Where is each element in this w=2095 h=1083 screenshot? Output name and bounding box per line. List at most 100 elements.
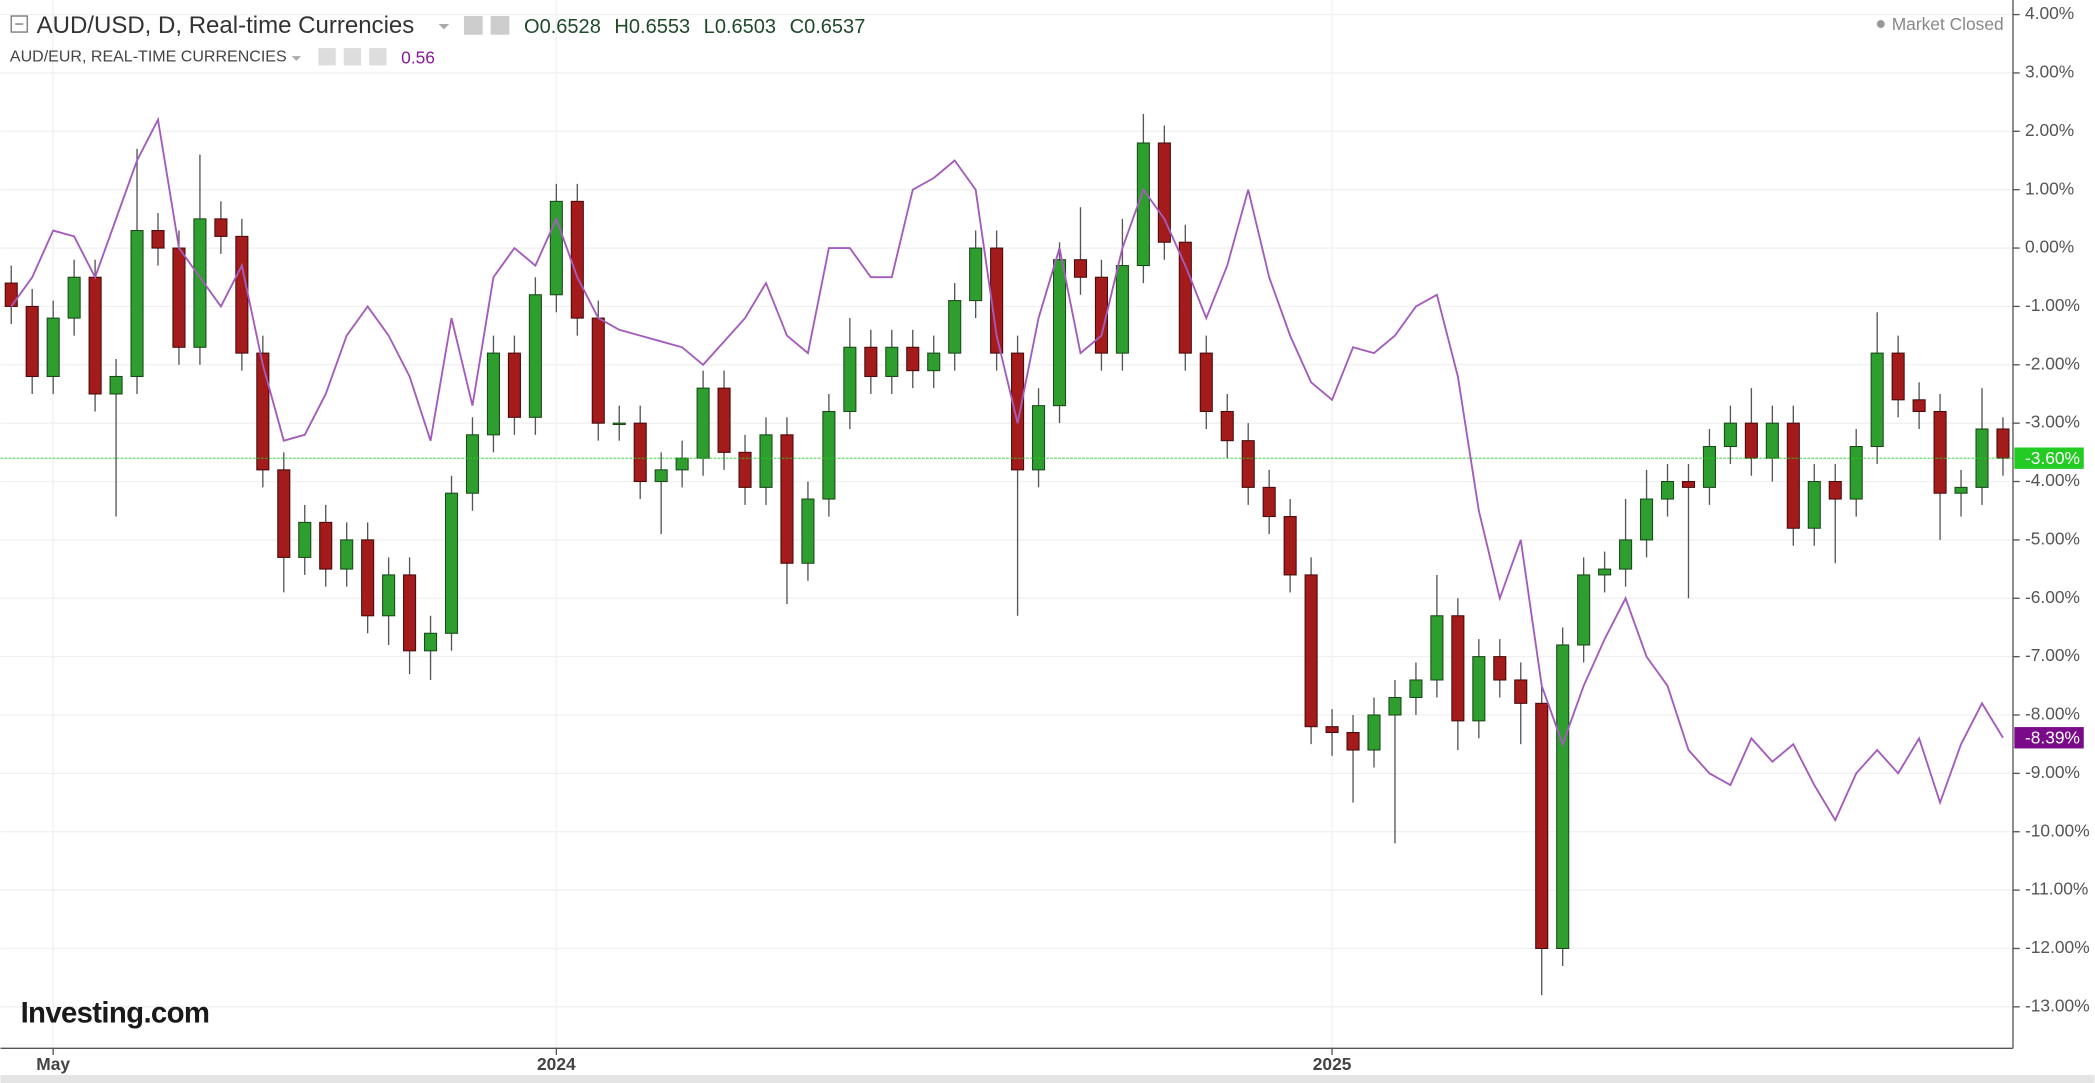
dropdown-arrow[interactable] [291, 56, 302, 61]
y-tick-label: -5.00% [2025, 528, 2080, 548]
candle-body [277, 469, 291, 558]
candle-body [675, 457, 689, 471]
candle-body [1849, 445, 1863, 500]
settings-icon[interactable] [318, 48, 336, 66]
y-tick-label: -8.00% [2025, 704, 2080, 724]
ohlc-key: H [614, 16, 628, 38]
candle-body [1451, 615, 1465, 722]
ohlc-value: 0.6503 [715, 16, 776, 38]
candle-body [1891, 352, 1905, 401]
candle-body [361, 539, 375, 617]
settings-icon[interactable] [490, 16, 510, 35]
candle-body [1954, 486, 1968, 494]
candle-body [1514, 679, 1528, 704]
candle-body [822, 410, 836, 500]
dropdown-arrow[interactable] [438, 24, 450, 30]
y-tick-label: 3.00% [2025, 62, 2074, 82]
y-tick-label: -7.00% [2025, 645, 2080, 665]
status-dot [1876, 20, 1885, 29]
ohlc-key: O [524, 16, 540, 38]
candle-body [1388, 696, 1402, 716]
candle-body [1828, 480, 1842, 500]
settings-icon[interactable] [463, 16, 483, 35]
candle-body [235, 235, 249, 354]
settings-icon[interactable] [343, 48, 362, 66]
candle-body [990, 247, 1004, 354]
y-tick-label: 1.00% [2025, 178, 2074, 198]
close-icon[interactable] [369, 48, 387, 66]
last-value-box [2014, 727, 2084, 749]
last-value-label: -8.39% [2025, 728, 2080, 748]
candle-body [130, 230, 144, 378]
candle-body [88, 276, 102, 395]
market-status: Market Closed [1892, 14, 2004, 34]
candle-body [298, 521, 312, 558]
candle-body [256, 352, 270, 471]
y-tick-label: -2.00% [2025, 353, 2080, 373]
candle-body [1220, 410, 1234, 442]
candle-body [969, 247, 983, 302]
candle-body [1367, 714, 1381, 751]
ohlc-key: L [704, 16, 715, 38]
candle-body [1535, 702, 1549, 950]
candle-body [738, 451, 752, 488]
candle-body [1660, 480, 1675, 500]
y-tick-label: -1.00% [2025, 295, 2080, 315]
candle-body [654, 469, 668, 483]
candle-body [507, 352, 521, 418]
candle-body [1681, 480, 1696, 488]
line-series [10, 116, 2004, 823]
y-tick-label: -12.00% [2025, 937, 2090, 957]
candle-body [1199, 352, 1213, 413]
candle-body [1346, 731, 1360, 751]
ohlc-value: 0.6528 [540, 16, 601, 38]
candle-body [1640, 498, 1654, 541]
candle-body [612, 422, 626, 426]
candle-body [1996, 428, 2010, 459]
candle-body [528, 294, 542, 418]
ohlc-value: 0.6537 [804, 16, 865, 38]
candle-body [885, 346, 899, 378]
candle-body [549, 200, 563, 296]
candle-body [1157, 142, 1171, 243]
candle-body [109, 375, 123, 395]
candle-body [1598, 568, 1612, 576]
ohlc-key: C [790, 16, 804, 38]
candle-body [1493, 656, 1507, 681]
collapse-icon[interactable] [10, 15, 28, 33]
candle-body [759, 434, 773, 488]
y-tick-label: -6.00% [2025, 587, 2080, 607]
series-legend: AUD/EUR, REAL-TIME CURRENCIES [10, 48, 287, 66]
candle-body [1073, 259, 1088, 278]
last-value-label: -3.60% [2025, 448, 2080, 468]
chart-title: AUD/USD, D, Real-time Currencies [37, 12, 415, 39]
candle-body [1011, 352, 1025, 471]
candle-body [1619, 539, 1633, 570]
x-tick-label: May [36, 1054, 70, 1074]
candle-body [570, 200, 584, 319]
ohlc-readout: O0.6528 H0.6553 L0.6503 C0.6537 [524, 16, 865, 38]
candle-body [1115, 265, 1129, 354]
candle-body [1556, 644, 1570, 950]
candle-body [864, 346, 878, 378]
candle-body [1052, 259, 1067, 407]
candle-body [46, 317, 60, 378]
candle-body [1409, 679, 1423, 699]
ohlc-value: 0.6553 [629, 16, 690, 38]
candle-body [1786, 422, 1800, 529]
candle-body [948, 300, 962, 354]
y-tick-label: -9.00% [2025, 762, 2080, 782]
candle-body [340, 539, 354, 570]
candle-body [1933, 410, 1947, 494]
candle-body [801, 498, 815, 564]
candle-body [444, 492, 459, 634]
candle-body [319, 521, 333, 570]
y-tick-label: 0.00% [2025, 237, 2074, 257]
logo: Investing.com [21, 997, 210, 1030]
y-tick-label: -10.00% [2025, 820, 2090, 840]
candle-body [465, 434, 480, 494]
candle-body [717, 387, 731, 453]
candle-body [1472, 656, 1486, 722]
